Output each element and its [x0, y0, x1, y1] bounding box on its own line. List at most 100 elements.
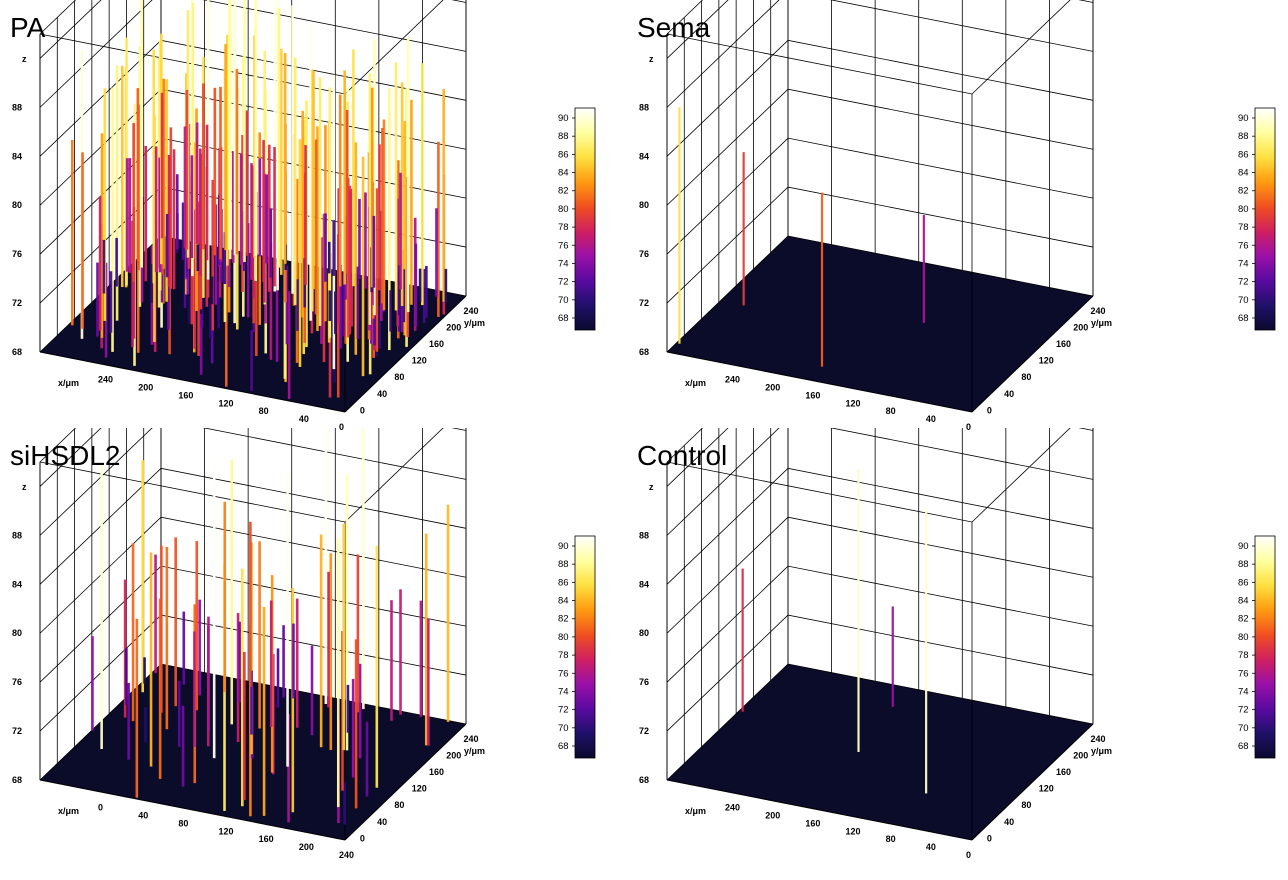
x-tick-label: 240	[725, 803, 740, 813]
grid-line	[39, 565, 467, 683]
box-top-edge	[39, 0, 444, 95]
colorbar-tick-label: 78	[558, 222, 569, 233]
panel-sema: z 68 72 76 80 84 88 x/μm 240 200 160 120 80 40 0 0 40 80 1…	[627, 0, 1276, 440]
colorbar-tick-label: 80	[558, 204, 569, 215]
colorbar-tick-label: 68	[558, 313, 569, 324]
z-tick-label: 80	[12, 200, 22, 210]
grid-line	[39, 0, 467, 59]
data-bar	[219, 86, 222, 260]
data-bar	[165, 547, 169, 730]
data-bar	[109, 271, 113, 333]
panel-title-control: Control	[637, 440, 728, 471]
data-bar	[115, 237, 118, 287]
data-bar	[197, 201, 200, 357]
data-bar	[418, 268, 422, 302]
panel-pa: z 68 72 76 80 84 88 x/μm 240 200 160 120 80 40 0 0 40 80 1…	[0, 0, 644, 440]
colorbar-tick-label: 82	[1238, 614, 1249, 625]
data-bar	[100, 464, 103, 749]
data-bar	[398, 265, 401, 316]
panel-title-pa: PA	[10, 12, 46, 43]
colorbar-tick-label: 70	[1238, 723, 1249, 734]
data-bar	[301, 110, 304, 318]
data-bar	[103, 88, 107, 321]
grid-line	[666, 88, 1094, 206]
data-bar	[195, 122, 199, 244]
data-bar	[207, 616, 210, 731]
data-bar	[224, 44, 227, 251]
data-bar	[125, 648, 128, 705]
data-bar	[345, 110, 349, 274]
data-bar	[160, 545, 163, 713]
grid-lines	[666, 0, 1094, 412]
x-tick-label: 0	[98, 803, 103, 813]
y-tick-label: 0	[360, 833, 365, 843]
data-bar	[102, 239, 106, 294]
x-axis-label: x/μm	[685, 378, 706, 388]
data-bar	[410, 99, 413, 305]
data-bar	[131, 543, 135, 722]
data-bar	[160, 92, 164, 239]
data-bar	[217, 281, 220, 329]
y-tick-label: 0	[360, 405, 365, 415]
data-bar	[444, 268, 448, 303]
data-bar	[144, 707, 147, 743]
data-bar	[354, 639, 358, 809]
data-bar	[128, 158, 132, 274]
data-bar	[403, 121, 407, 336]
data-bar	[98, 196, 102, 331]
bars	[678, 107, 925, 367]
data-bar	[293, 57, 297, 306]
data-bar	[187, 295, 191, 324]
x-tick-label: 160	[805, 818, 820, 828]
data-bar	[375, 188, 379, 352]
data-bar	[295, 598, 299, 728]
data-bar	[276, 648, 280, 708]
colorbar-tick-label: 76	[1238, 668, 1249, 679]
z-tick-label: 68	[12, 347, 22, 357]
data-bar	[141, 460, 145, 693]
floor-front-edge	[666, 351, 973, 413]
data-bar	[243, 652, 246, 801]
z-tick-label: 84	[12, 579, 22, 589]
data-bar	[273, 0, 277, 292]
colorbar-tick-label: 78	[1238, 650, 1249, 661]
x-tick-label: 80	[178, 818, 188, 828]
data-bar	[419, 600, 423, 717]
bars	[91, 428, 450, 825]
y-axis-label: y/μm	[1091, 318, 1112, 328]
data-bar	[246, 223, 250, 318]
data-bar	[269, 600, 273, 728]
y-tick-label: 160	[429, 339, 444, 349]
colorbar-tick-label: 90	[558, 113, 569, 124]
data-bar	[250, 163, 253, 280]
z-tick-label: 80	[12, 628, 22, 638]
data-bar	[295, 178, 299, 363]
data-bar	[198, 599, 201, 696]
x-tick-label: 0	[966, 850, 971, 860]
data-bar	[332, 220, 336, 276]
data-bar	[265, 174, 268, 264]
data-bar	[399, 172, 402, 290]
data-bar	[283, 53, 287, 264]
grid-line	[666, 428, 1094, 487]
colorbar-tick-label: 88	[1238, 131, 1249, 142]
data-bar	[249, 521, 252, 687]
data-bar	[394, 62, 398, 311]
grid-line	[666, 663, 1094, 781]
box-top-edge	[39, 428, 444, 523]
colorbar-tick-label: 74	[558, 258, 569, 269]
data-bar	[167, 154, 171, 287]
data-bar	[210, 276, 214, 305]
z-tick-label: 72	[12, 298, 22, 308]
z-tick-label: 84	[639, 151, 649, 161]
x-tick-label: 160	[259, 834, 274, 844]
data-bar	[312, 70, 315, 290]
colorbar-tick-label: 84	[1238, 168, 1249, 179]
data-bar	[342, 523, 346, 751]
data-bar	[199, 148, 202, 276]
data-bar	[375, 545, 379, 788]
data-bar	[167, 256, 170, 330]
data-bar	[287, 291, 291, 399]
data-bar	[211, 179, 215, 331]
